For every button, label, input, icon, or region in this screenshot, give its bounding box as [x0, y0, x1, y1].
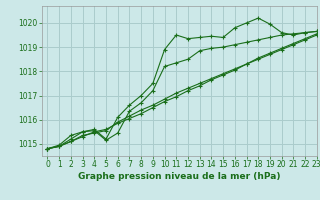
X-axis label: Graphe pression niveau de la mer (hPa): Graphe pression niveau de la mer (hPa)	[78, 172, 280, 181]
